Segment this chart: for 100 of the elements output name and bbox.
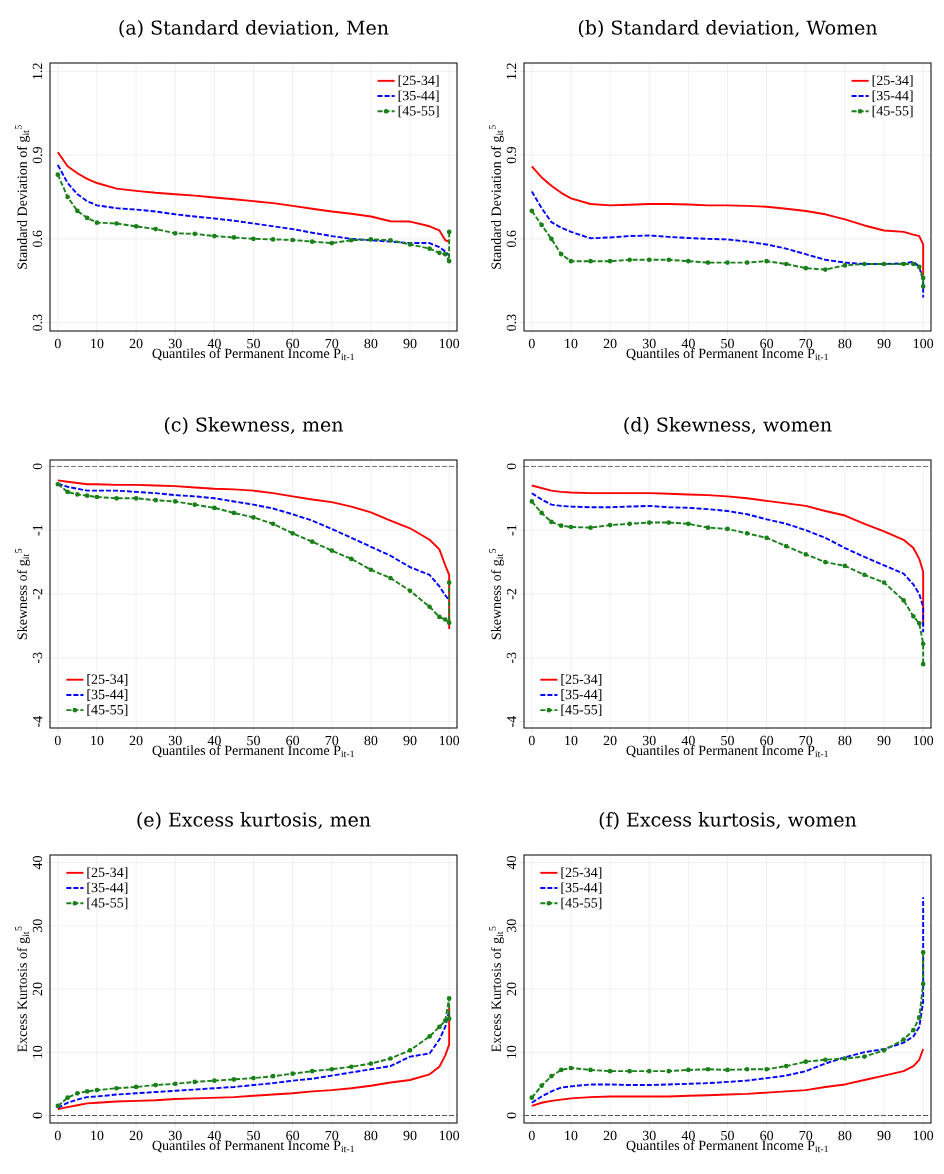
y-tick-label: 40 <box>32 856 43 870</box>
x-tick-label: 80 <box>364 735 378 746</box>
point <box>881 580 887 585</box>
chart-title: (d) Skewness, women <box>624 417 832 435</box>
point <box>744 531 750 536</box>
point <box>881 261 887 267</box>
point <box>192 1079 198 1085</box>
legend-label: [45-55] <box>87 704 128 717</box>
y-tick-label: 30 <box>32 919 43 933</box>
point <box>290 531 295 536</box>
x-tick-label: 90 <box>403 735 417 746</box>
point <box>764 258 769 264</box>
point <box>568 258 574 264</box>
point <box>55 1103 61 1109</box>
y-tick-label: 1.2 <box>32 63 43 79</box>
x-tick-label: 80 <box>838 735 852 746</box>
point <box>75 1090 80 1096</box>
x-tick-label: 60 <box>286 338 300 349</box>
point <box>94 1087 100 1093</box>
y-tick-label: 20 <box>32 982 43 996</box>
y-tick-label: 1.2 <box>506 63 517 79</box>
point <box>803 1059 809 1065</box>
point <box>920 661 926 667</box>
point <box>862 572 867 578</box>
x-tick-label: 50 <box>721 1130 734 1141</box>
x-tick-label: 20 <box>603 735 617 746</box>
y-axis-title: Excess Kurtosis of g$_{it}$5 <box>489 926 504 1052</box>
x-tick-label: 50 <box>721 338 734 349</box>
point <box>920 949 926 955</box>
x-tick-label: 100 <box>439 1130 460 1141</box>
point <box>842 263 848 268</box>
point <box>549 1073 554 1079</box>
point <box>133 495 139 501</box>
point <box>437 1024 442 1030</box>
point <box>407 242 413 247</box>
point <box>920 981 926 987</box>
x-tick-label: 50 <box>247 1130 260 1141</box>
x-tick-label: 50 <box>721 735 734 746</box>
point <box>916 620 922 626</box>
point <box>666 257 672 263</box>
point <box>388 575 393 581</box>
point <box>568 524 574 530</box>
y-tick-label: 10 <box>32 1045 43 1058</box>
x-tick-label: 70 <box>799 338 813 349</box>
x-tick-label: 60 <box>760 735 774 746</box>
x-tick-label: 30 <box>168 1130 182 1141</box>
point <box>446 580 452 585</box>
point <box>627 1068 633 1074</box>
point <box>744 1066 750 1072</box>
point <box>309 539 315 545</box>
point <box>446 229 452 235</box>
x-tick-label: 40 <box>681 1130 695 1141</box>
point <box>627 521 633 527</box>
point <box>55 481 61 487</box>
point <box>588 525 593 530</box>
x-tick-label: 30 <box>642 735 656 746</box>
x-tick-label: 30 <box>642 338 656 349</box>
point <box>842 563 848 569</box>
point <box>725 1067 730 1073</box>
point <box>607 258 613 264</box>
point <box>437 614 442 620</box>
point <box>783 261 789 267</box>
point <box>764 1066 769 1072</box>
x-tick-label: 0 <box>54 1130 61 1141</box>
point <box>558 251 564 257</box>
point <box>153 226 159 232</box>
x-tick-label: 10 <box>91 735 104 746</box>
x-tick-label: 90 <box>877 338 891 349</box>
point <box>901 1037 906 1042</box>
point <box>725 260 730 265</box>
point <box>114 495 119 501</box>
point <box>725 526 730 532</box>
legend-label: [25-34] <box>872 75 913 87</box>
point <box>251 1075 256 1081</box>
point <box>446 1016 452 1022</box>
x-axis-title: Quantiles of Permanent Income P$_{it-1}$ <box>152 1140 354 1153</box>
x-tick-label: 70 <box>325 1130 339 1141</box>
x-tick-label: 70 <box>799 735 813 746</box>
legend-label: [45-55] <box>561 897 602 910</box>
x-tick-label: 60 <box>286 1130 300 1141</box>
point <box>388 1056 393 1061</box>
x-tick-label: 0 <box>528 338 535 349</box>
point <box>172 499 178 504</box>
y-tick-label: -4 <box>506 715 517 727</box>
point <box>901 261 906 267</box>
y-axis-title: Standard Deviation of g$_{it}$5 <box>15 125 30 269</box>
x-tick-label: 70 <box>325 735 339 746</box>
x-axis-title: Quantiles of Permanent Income P$_{it-1}$ <box>626 745 828 758</box>
y-axis-title: Excess Kurtosis of g$_{it}$5 <box>15 926 30 1052</box>
point <box>231 1077 237 1082</box>
point <box>133 223 139 229</box>
point <box>588 258 593 264</box>
point <box>192 502 198 508</box>
point <box>84 493 90 499</box>
legend-label: [25-34] <box>87 674 128 686</box>
y-tick-label: -3 <box>32 652 43 664</box>
legend-label: [35-44] <box>561 689 602 701</box>
point <box>437 250 442 256</box>
y-tick-label: 0.6 <box>506 230 517 248</box>
y-tick-label: 0.9 <box>32 146 43 164</box>
